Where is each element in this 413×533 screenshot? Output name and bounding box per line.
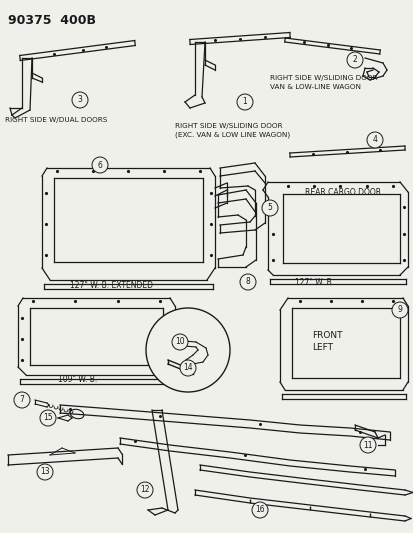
Circle shape (137, 482, 153, 498)
Text: RIGHT SIDE W/DUAL DOORS: RIGHT SIDE W/DUAL DOORS (5, 117, 107, 123)
Text: 4: 4 (372, 135, 377, 144)
Text: 6: 6 (97, 160, 102, 169)
Circle shape (72, 92, 88, 108)
Circle shape (146, 308, 230, 392)
Text: RIGHT SIDE W/SLIDING DOOR: RIGHT SIDE W/SLIDING DOOR (269, 75, 377, 81)
Text: 11: 11 (362, 440, 372, 449)
Text: 14: 14 (183, 364, 192, 373)
Circle shape (359, 437, 375, 453)
Text: 16: 16 (254, 505, 264, 514)
Circle shape (37, 464, 53, 480)
Circle shape (236, 94, 252, 110)
Circle shape (92, 157, 108, 173)
Text: 127" W. B. EXTENDED: 127" W. B. EXTENDED (70, 281, 153, 290)
Text: (EXC. VAN & LOW LINE WAGON): (EXC. VAN & LOW LINE WAGON) (175, 132, 290, 139)
Circle shape (180, 360, 195, 376)
Circle shape (40, 410, 56, 426)
Text: 5: 5 (267, 204, 272, 213)
Text: 109" W. B.: 109" W. B. (58, 375, 97, 384)
Text: 127" W. B.: 127" W. B. (294, 278, 333, 287)
Circle shape (391, 302, 407, 318)
Text: 10: 10 (175, 337, 184, 346)
Text: 1: 1 (242, 98, 247, 107)
Text: 2: 2 (352, 55, 356, 64)
Text: 15: 15 (43, 414, 53, 423)
Text: RIGHT SIDE W/SLIDING DOOR: RIGHT SIDE W/SLIDING DOOR (175, 123, 282, 129)
Text: FRONT: FRONT (311, 331, 342, 340)
Circle shape (171, 334, 188, 350)
Text: 9: 9 (396, 305, 401, 314)
Circle shape (240, 274, 255, 290)
Text: VAN & LOW-LINE WAGON: VAN & LOW-LINE WAGON (269, 84, 360, 90)
Circle shape (366, 132, 382, 148)
Circle shape (252, 502, 267, 518)
Text: 3: 3 (77, 95, 82, 104)
Text: LEFT: LEFT (311, 343, 332, 352)
Text: REAR CARGO DOOR: REAR CARGO DOOR (304, 188, 380, 197)
Text: 90375  400B: 90375 400B (8, 14, 96, 27)
Text: 8: 8 (245, 278, 250, 287)
Circle shape (261, 200, 277, 216)
Ellipse shape (70, 409, 84, 419)
Text: 7: 7 (19, 395, 24, 405)
Circle shape (14, 392, 30, 408)
Text: 12: 12 (140, 486, 150, 495)
Circle shape (346, 52, 362, 68)
Text: 13: 13 (40, 467, 50, 477)
